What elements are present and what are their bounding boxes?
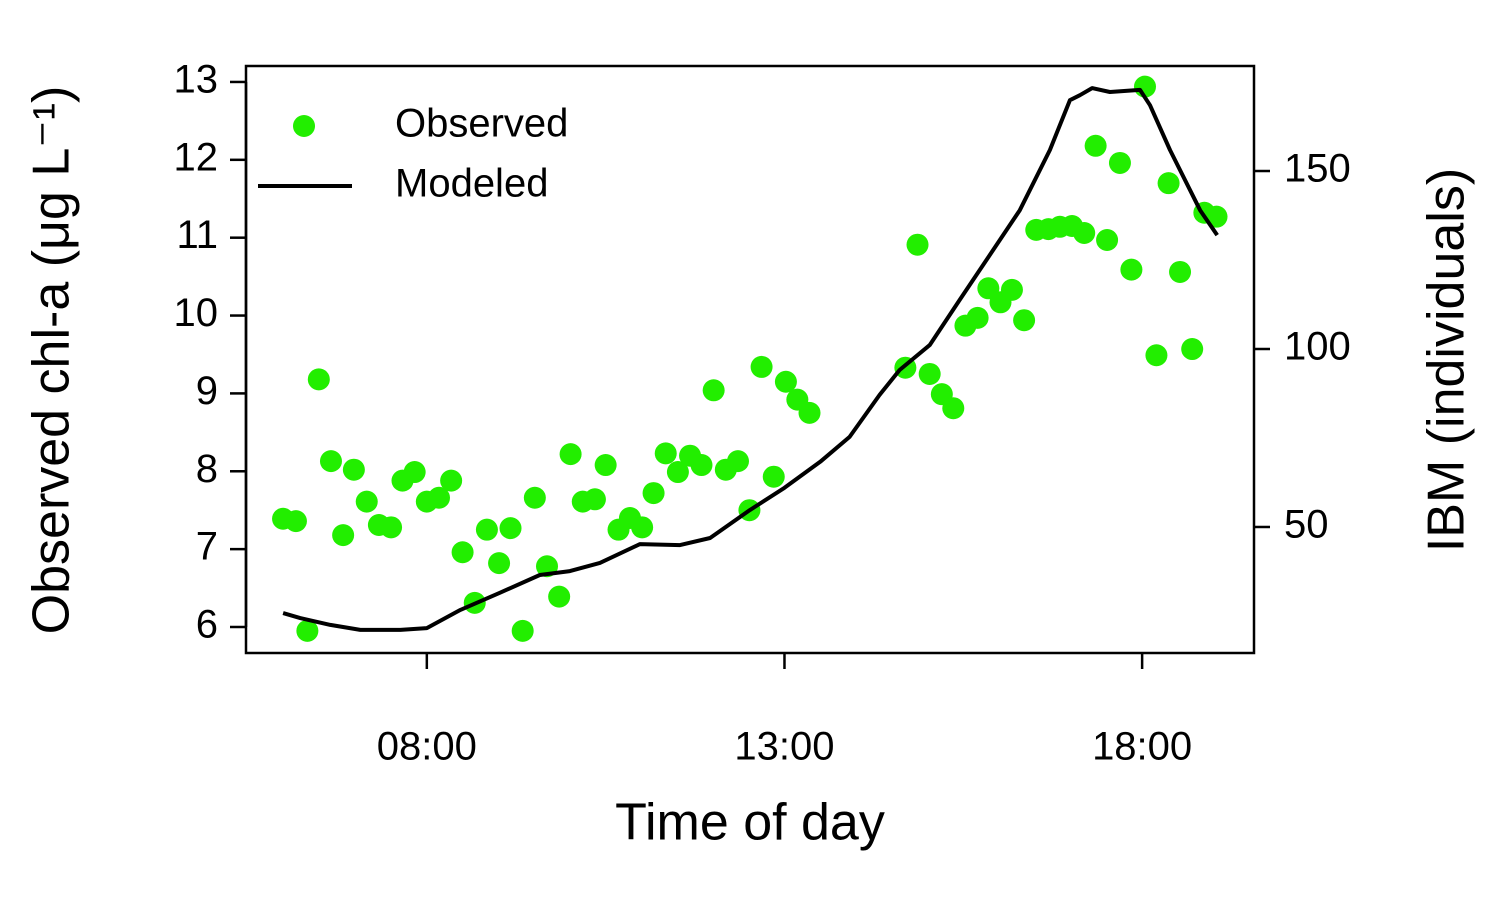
data-point — [523, 486, 546, 509]
legend-label: Observed — [395, 102, 568, 146]
data-point — [548, 585, 571, 608]
data-point — [1073, 222, 1096, 245]
data-point — [631, 516, 654, 539]
data-point — [942, 397, 965, 420]
data-point — [1096, 229, 1119, 252]
data-point — [1169, 260, 1192, 283]
data-point — [559, 443, 582, 466]
data-point — [440, 469, 463, 492]
data-point — [1000, 278, 1023, 301]
data-point — [654, 442, 677, 465]
data-point — [1157, 172, 1180, 195]
x-tick-label: 08:00 — [377, 725, 477, 769]
data-point — [594, 454, 617, 477]
data-point — [307, 368, 330, 391]
y2-tick-label: 150 — [1284, 147, 1351, 191]
y-tick-label: 11 — [176, 213, 218, 257]
data-point — [906, 233, 929, 256]
data-point — [284, 510, 307, 533]
data-point — [1084, 134, 1107, 157]
data-point — [451, 541, 474, 564]
data-point — [798, 401, 821, 424]
y-tick-label: 6 — [196, 603, 218, 647]
data-point — [726, 450, 749, 473]
data-point — [380, 516, 403, 539]
y-tick-label: 10 — [174, 291, 219, 335]
y2-tick-label: 50 — [1284, 503, 1329, 547]
data-point — [319, 450, 342, 473]
data-point — [583, 488, 606, 511]
y2-tick-label: 100 — [1284, 325, 1351, 369]
data-point — [1013, 309, 1036, 332]
legend-marker — [293, 115, 315, 137]
data-point — [1108, 151, 1131, 174]
y-tick-label: 9 — [196, 369, 218, 413]
data-point — [918, 362, 941, 385]
data-point — [1205, 205, 1228, 228]
x-axis-label: Time of day — [615, 794, 885, 852]
data-line — [282, 86, 1219, 632]
data-point — [427, 486, 450, 509]
data-point — [774, 370, 797, 393]
data-point — [1145, 344, 1168, 367]
data-point — [296, 619, 319, 642]
x-tick-label: 13:00 — [734, 725, 834, 769]
data-point — [488, 552, 511, 575]
y-tick-label: 7 — [196, 525, 218, 569]
data-point — [511, 619, 534, 642]
data-point — [403, 461, 426, 484]
data-point — [475, 518, 498, 541]
data-point — [355, 490, 378, 513]
x-tick-label: 18:00 — [1092, 725, 1192, 769]
data-point — [762, 465, 785, 488]
data-point — [342, 458, 365, 481]
legend-label: Modeled — [395, 162, 548, 206]
data-point — [666, 461, 689, 484]
data-point — [966, 306, 989, 329]
data-point — [332, 524, 355, 547]
y-axis-label: Observed chl-a (μg L⁻¹) — [23, 86, 81, 635]
data-point — [702, 379, 725, 402]
data-point — [1120, 258, 1143, 281]
y-tick-label: 12 — [174, 135, 219, 179]
data-point — [499, 517, 522, 540]
data-point — [690, 454, 713, 477]
data-point — [1181, 338, 1204, 361]
y-tick-label: 13 — [174, 58, 219, 102]
data-point — [750, 355, 773, 378]
y-tick-label: 8 — [196, 447, 218, 491]
data-point — [642, 482, 665, 505]
y2-axis-label: IBM (individuals) — [1418, 168, 1476, 552]
